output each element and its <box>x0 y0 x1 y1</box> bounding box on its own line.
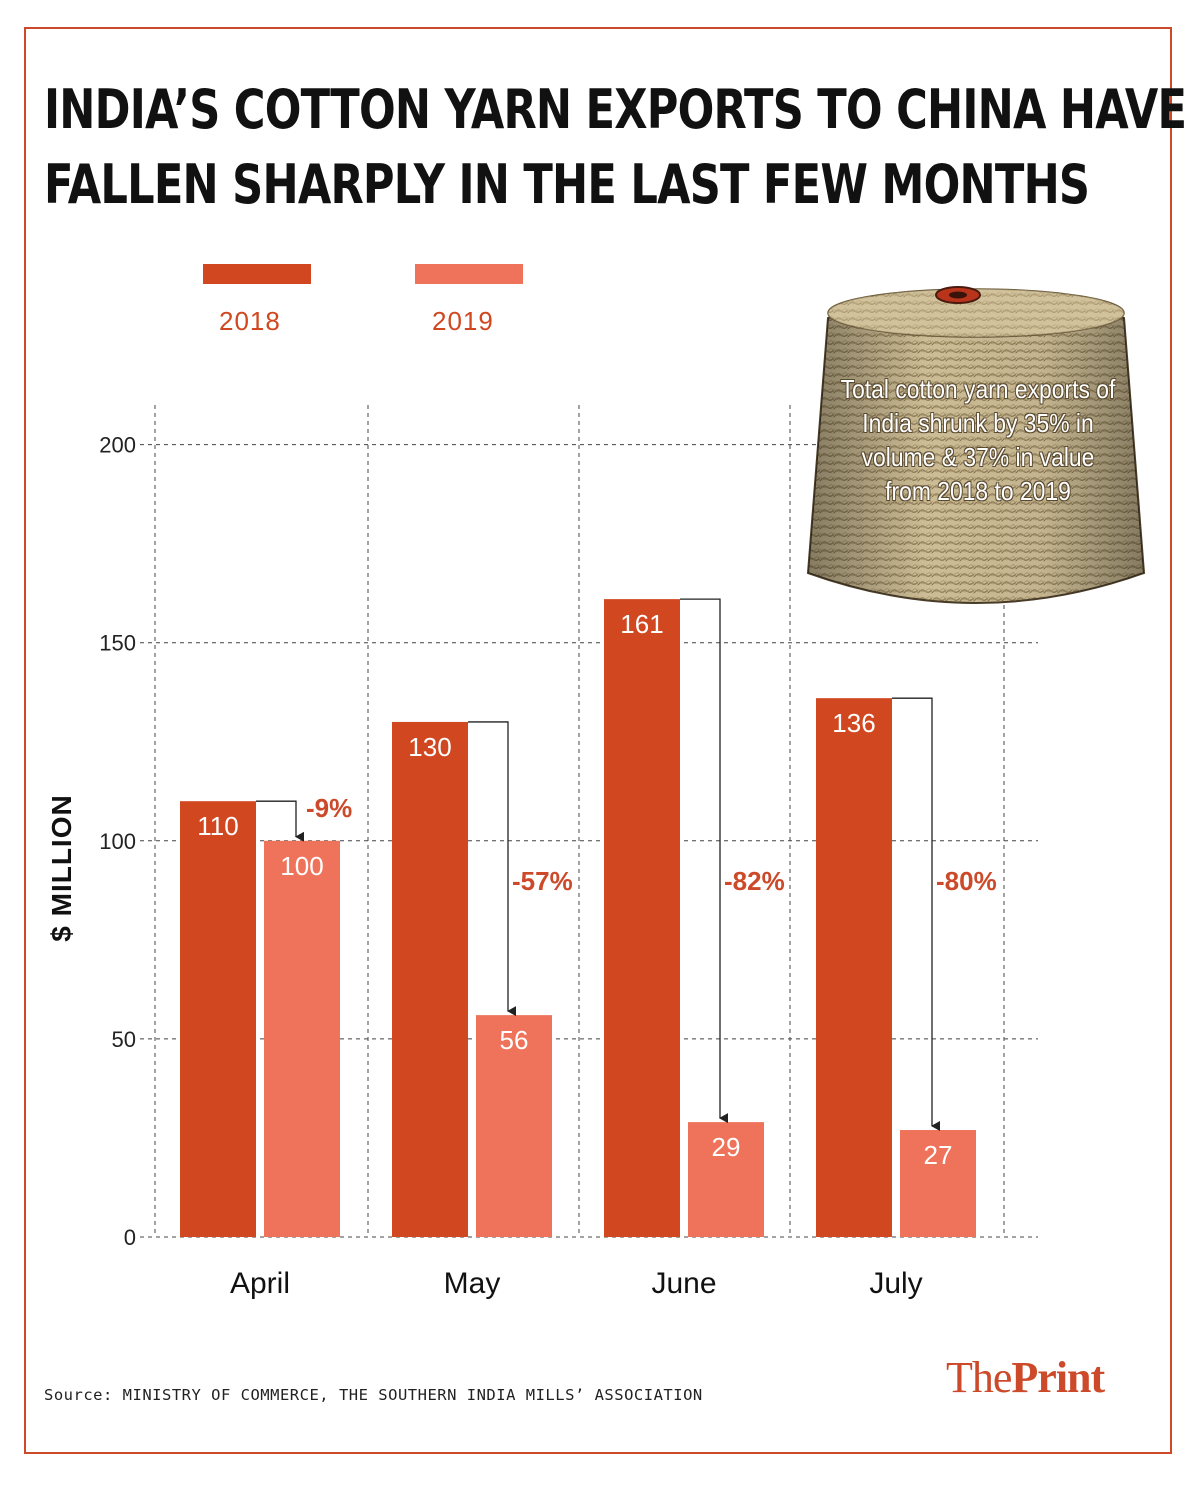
change-label-june: -82% <box>724 866 785 896</box>
value-label-2018-june: 161 <box>620 609 663 639</box>
bar-2019-june <box>688 1122 764 1237</box>
y-tick-label-0: 0 <box>124 1225 136 1250</box>
theprint-logo: ThePrint <box>946 1353 1105 1402</box>
y-tick-label-50: 50 <box>112 1027 136 1052</box>
legend-label-2018: 2018 <box>219 306 281 336</box>
bar-2019-may <box>476 1015 552 1237</box>
value-label-2019-april: 100 <box>280 851 323 881</box>
value-label-2018-july: 136 <box>832 708 875 738</box>
value-label-2018-april: 110 <box>197 811 238 841</box>
border-frame <box>24 27 1172 1454</box>
bar-2019-april <box>264 840 340 1237</box>
source-note: Source: MINISTRY OF COMMERCE, THE SOUTHE… <box>44 1386 703 1404</box>
bar-2018-june <box>604 599 680 1237</box>
change-arrow-july <box>892 697 940 1132</box>
bar-2018-may <box>392 721 468 1237</box>
y-tick-label-150: 150 <box>99 631 136 656</box>
y-tick-label-200: 200 <box>99 433 136 458</box>
value-label-2019-july: 27 <box>924 1140 953 1170</box>
yarn-spool-illustration <box>806 283 1146 618</box>
legend-swatch-2018 <box>203 264 311 284</box>
bar-2018-july <box>816 698 892 1237</box>
x-tick-label-july: July <box>869 1267 922 1300</box>
x-tick-label-june: June <box>651 1267 716 1300</box>
change-label-july: -80% <box>936 866 997 896</box>
x-tick-label-april: April <box>230 1267 290 1300</box>
change-arrow-june <box>680 598 728 1124</box>
legend-swatch-2019 <box>415 264 523 284</box>
change-arrow-april <box>256 800 304 842</box>
legend-label-2019: 2019 <box>432 306 494 336</box>
y-tick-label-100: 100 <box>99 829 136 854</box>
change-label-may: -57% <box>512 866 573 896</box>
x-tick-label-may: May <box>444 1267 501 1300</box>
change-label-april: -9% <box>306 793 352 823</box>
bar-2019-july <box>900 1130 976 1237</box>
value-label-2019-may: 56 <box>500 1025 529 1055</box>
bar-2018-april <box>180 801 256 1237</box>
value-label-2018-may: 130 <box>408 732 451 762</box>
value-label-2019-june: 29 <box>712 1132 741 1162</box>
annotation-text: Total cotton yarn exports of India shrun… <box>840 374 1116 506</box>
title-line-2: FALLEN SHARPLY IN THE LAST FEW MONTHS <box>44 153 1090 216</box>
change-arrow-may <box>468 721 516 1017</box>
